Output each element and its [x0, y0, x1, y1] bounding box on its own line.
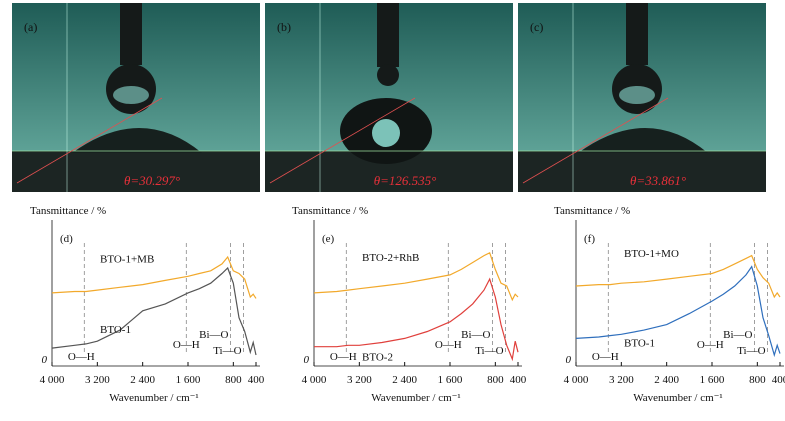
- x-tick-label: 800: [225, 374, 242, 386]
- annotation: O—H: [173, 339, 200, 351]
- series-line: [575, 265, 781, 358]
- x-tick-label: 3 200: [85, 374, 110, 386]
- x-tick-label: 800: [487, 374, 504, 386]
- annotation: O—H: [68, 351, 95, 363]
- drop-highlight: [113, 86, 149, 104]
- tangent: [16, 97, 163, 184]
- x-tick-label: 800: [749, 374, 766, 386]
- x-axis-label: Wavenumber / cm⁻¹: [371, 392, 460, 404]
- y-axis-label: Tansmittance / %: [30, 205, 106, 217]
- x-tick-label: 2 400: [654, 374, 679, 386]
- series-line: [51, 266, 257, 356]
- tangent: [269, 97, 416, 184]
- needle: [626, 3, 648, 65]
- contact-angle: θ=33.861°: [630, 173, 686, 188]
- sessile-drop: [578, 128, 708, 153]
- x-tick-label: 1 600: [700, 374, 725, 386]
- x-tick-label: 400: [248, 374, 265, 386]
- x-tick-label: 400: [772, 374, 785, 386]
- substrate: [518, 151, 766, 192]
- series-line: [51, 255, 257, 299]
- panel-label: (e): [322, 233, 335, 245]
- needle: [120, 3, 142, 65]
- photo-label: (b): [277, 20, 291, 34]
- annotation: O—H: [330, 351, 357, 363]
- x-tick-label: 4 000: [564, 374, 589, 386]
- pendant-drop: [377, 64, 399, 86]
- series-label: BTO-2+RhB: [362, 252, 419, 264]
- x-tick-label: 4 000: [40, 374, 65, 386]
- drop-highlight: [619, 86, 655, 104]
- annotation: O—H: [697, 339, 724, 351]
- annotation: Ti—O: [737, 345, 765, 357]
- drop-highlight: [372, 119, 400, 147]
- needle: [377, 3, 399, 67]
- x-tick-label: 1 600: [176, 374, 201, 386]
- annotation: Bi—O: [461, 329, 490, 341]
- y-axis-label: Tansmittance / %: [554, 205, 630, 217]
- y-tick-label: 0: [304, 354, 310, 366]
- x-tick-label: 4 000: [302, 374, 327, 386]
- tangent: [522, 97, 669, 184]
- x-tick-label: 1 600: [438, 374, 463, 386]
- series-label: BTO-1: [100, 324, 131, 336]
- x-axis-label: Wavenumber / cm⁻¹: [633, 392, 722, 404]
- annotation: O—H: [435, 339, 462, 351]
- x-axis-label: Wavenumber / cm⁻¹: [109, 392, 198, 404]
- substrate: [12, 151, 260, 192]
- x-tick-label: 2 400: [392, 374, 417, 386]
- series-label: BTO-1+MB: [100, 254, 154, 266]
- x-tick-label: 400: [510, 374, 527, 386]
- series-line: [575, 254, 781, 299]
- series-label: BTO-2: [362, 351, 393, 363]
- series-line: [313, 251, 519, 302]
- y-tick-label: 0: [566, 354, 572, 366]
- photo-label: (c): [530, 20, 543, 34]
- annotation: Bi—O: [199, 329, 228, 341]
- sessile-drop: [72, 128, 202, 153]
- annotation: Ti—O: [475, 345, 503, 357]
- annotation: Bi—O: [723, 329, 752, 341]
- contact-angle: θ=126.535°: [374, 173, 437, 188]
- panel-label: (d): [60, 233, 73, 245]
- series-label: BTO-1: [624, 338, 655, 350]
- y-tick-label: 0: [42, 354, 48, 366]
- x-tick-label: 3 200: [347, 374, 372, 386]
- annotation: O—H: [592, 351, 619, 363]
- photo-label: (a): [24, 20, 37, 34]
- panel-label: (f): [584, 233, 595, 245]
- series-label: BTO-1+MO: [624, 248, 679, 260]
- y-axis-label: Tansmittance / %: [292, 205, 368, 217]
- contact-angle: θ=30.297°: [124, 173, 180, 188]
- series-line: [314, 277, 519, 362]
- annotation: Ti—O: [213, 345, 241, 357]
- x-tick-label: 2 400: [130, 374, 155, 386]
- x-tick-label: 3 200: [609, 374, 634, 386]
